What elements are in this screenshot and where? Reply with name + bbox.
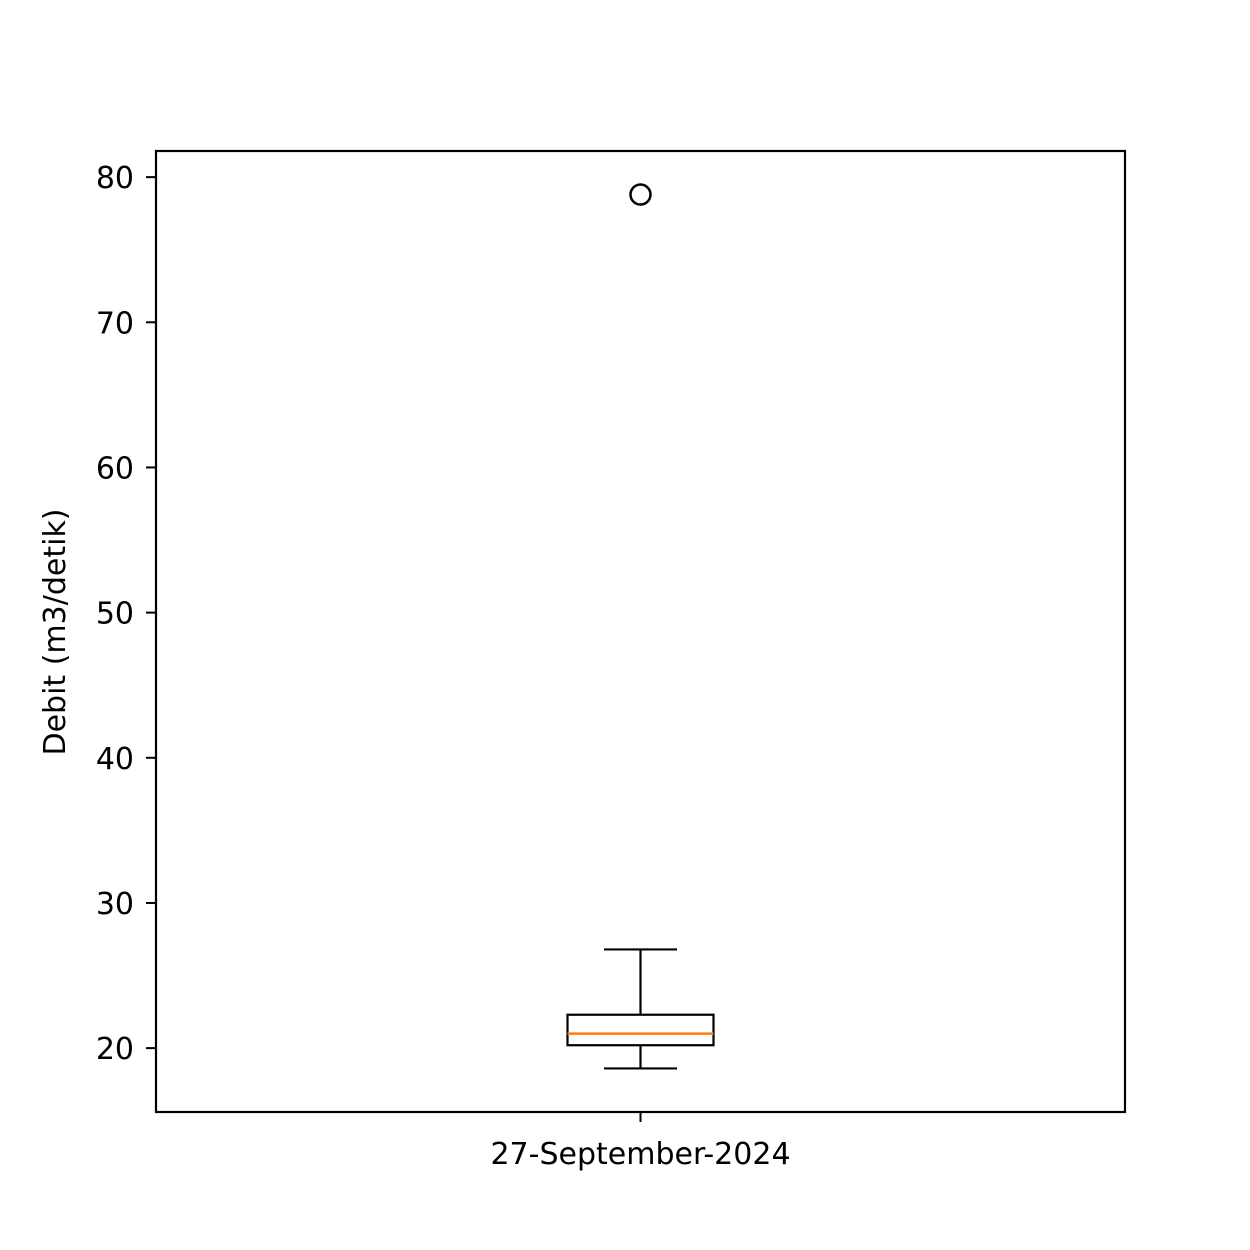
x-tick-label: 27-September-2024: [490, 1137, 790, 1172]
x-axis: 27-September-2024: [490, 1112, 791, 1172]
y-tick-label: 20: [96, 1032, 134, 1067]
y-tick-label: 60: [96, 451, 134, 486]
outlier-point: [629, 183, 652, 206]
y-axis-label: Debit (m3/detik): [38, 508, 73, 755]
box-plot-marks: [566, 183, 715, 1070]
y-tick-label: 80: [96, 161, 134, 196]
y-tick-label: 70: [96, 306, 134, 341]
y-axis: 20 30 40 50 60 70 80: [96, 161, 156, 1067]
box-iqr: [566, 1013, 715, 1047]
y-tick-label: 50: [96, 597, 134, 632]
y-tick-label: 30: [96, 887, 134, 922]
y-tick-label: 40: [96, 742, 134, 777]
plot-frame: [154, 149, 1127, 1114]
